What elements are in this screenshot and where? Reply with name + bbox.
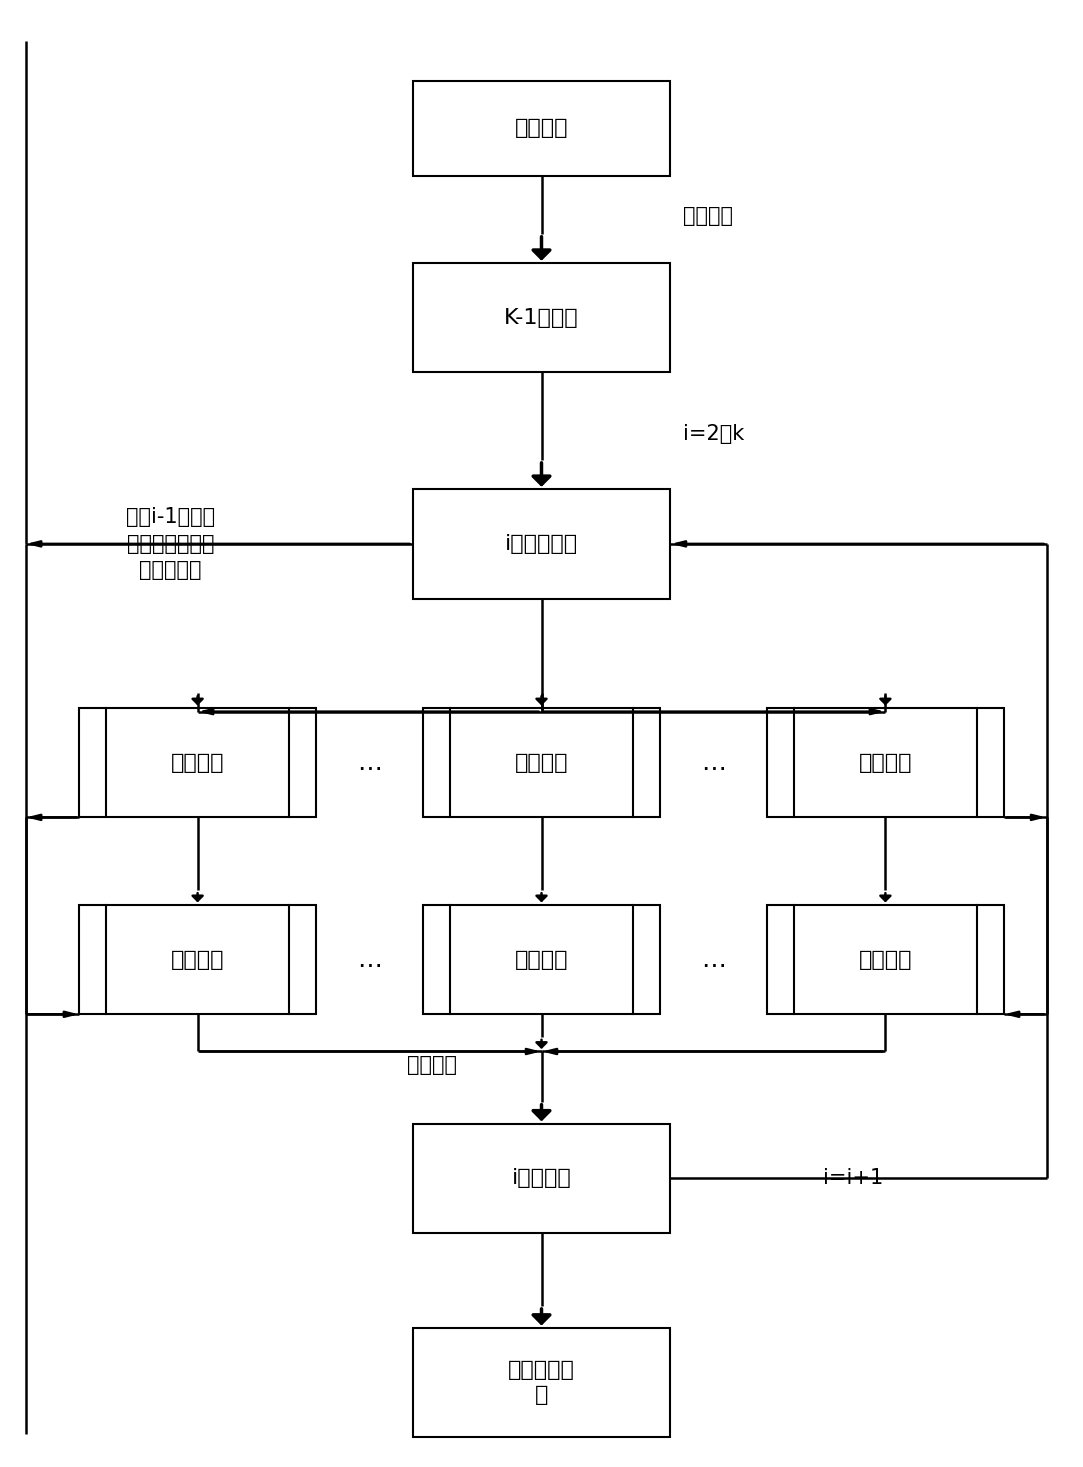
Bar — [413, 489, 670, 599]
Text: 权重计算: 权重计算 — [407, 1055, 457, 1075]
Text: 分配矩阵: 分配矩阵 — [514, 753, 569, 773]
Text: …: … — [701, 751, 726, 775]
Bar — [79, 709, 316, 817]
Bar — [413, 263, 670, 373]
Bar — [413, 1124, 670, 1234]
Bar — [423, 709, 660, 817]
Text: 输出随机屏
组: 输出随机屏 组 — [508, 1360, 575, 1405]
Text: 框架取点: 框架取点 — [683, 205, 733, 226]
Bar — [413, 81, 670, 176]
Text: i层分配矩阵: i层分配矩阵 — [505, 534, 578, 555]
Bar — [767, 709, 1004, 817]
Text: 分配矩阵: 分配矩阵 — [859, 753, 912, 773]
Text: 利用i-1层已知
相位屏进行协方
差矩阵预测: 利用i-1层已知 相位屏进行协方 差矩阵预测 — [127, 508, 216, 581]
Bar — [423, 905, 660, 1014]
Bar — [79, 905, 316, 1014]
Text: i层随机屏: i层随机屏 — [511, 1168, 572, 1188]
Bar — [413, 1328, 670, 1438]
Text: 分配矩阵: 分配矩阵 — [171, 753, 224, 773]
Text: K-1层框架: K-1层框架 — [505, 308, 578, 327]
Text: 丰富矩阵: 丰富矩阵 — [859, 949, 912, 970]
Text: …: … — [701, 948, 726, 971]
Text: …: … — [357, 948, 382, 971]
Text: 丰富矩阵: 丰富矩阵 — [514, 949, 569, 970]
Text: i=2；k: i=2；k — [683, 424, 745, 445]
Text: 丰富矩阵: 丰富矩阵 — [171, 949, 224, 970]
Text: 分形初始: 分形初始 — [514, 119, 569, 138]
Bar — [767, 905, 1004, 1014]
Text: …: … — [357, 751, 382, 775]
Text: i=i+1: i=i+1 — [823, 1168, 884, 1188]
